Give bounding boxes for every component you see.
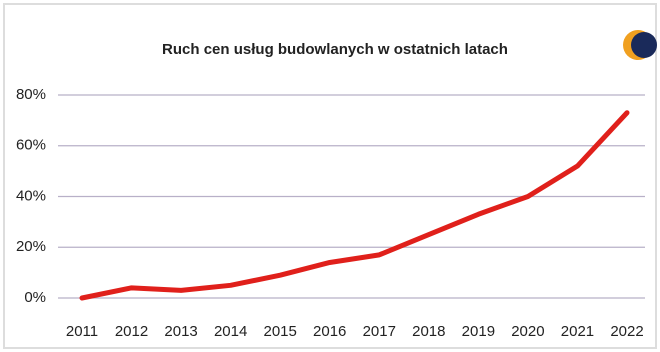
data-line — [79, 110, 630, 301]
x-tick-label: 2016 — [313, 323, 346, 340]
x-tick-label: 2014 — [214, 323, 247, 340]
x-tick-label: 2015 — [263, 323, 296, 340]
x-tick-label: 2012 — [115, 323, 148, 340]
x-tick-label: 2020 — [511, 323, 544, 340]
logo — [623, 30, 657, 60]
y-tick-label: 80% — [16, 86, 46, 103]
x-tick-label: 2022 — [610, 323, 643, 340]
y-tick-label: 40% — [16, 187, 46, 204]
y-tick-label: 0% — [24, 289, 46, 306]
chart-title: Ruch cen usług budowlanych w ostatnich l… — [162, 41, 508, 58]
y-tick-label: 20% — [16, 238, 46, 255]
x-tick-label: 2011 — [66, 323, 98, 340]
x-tick-label: 2021 — [561, 323, 594, 340]
x-tick-label: 2018 — [412, 323, 445, 340]
x-tick-label: 2013 — [164, 323, 197, 340]
x-tick-label: 2019 — [462, 323, 495, 340]
x-tick-label: 2017 — [363, 323, 396, 340]
y-tick-label: 60% — [16, 137, 46, 154]
